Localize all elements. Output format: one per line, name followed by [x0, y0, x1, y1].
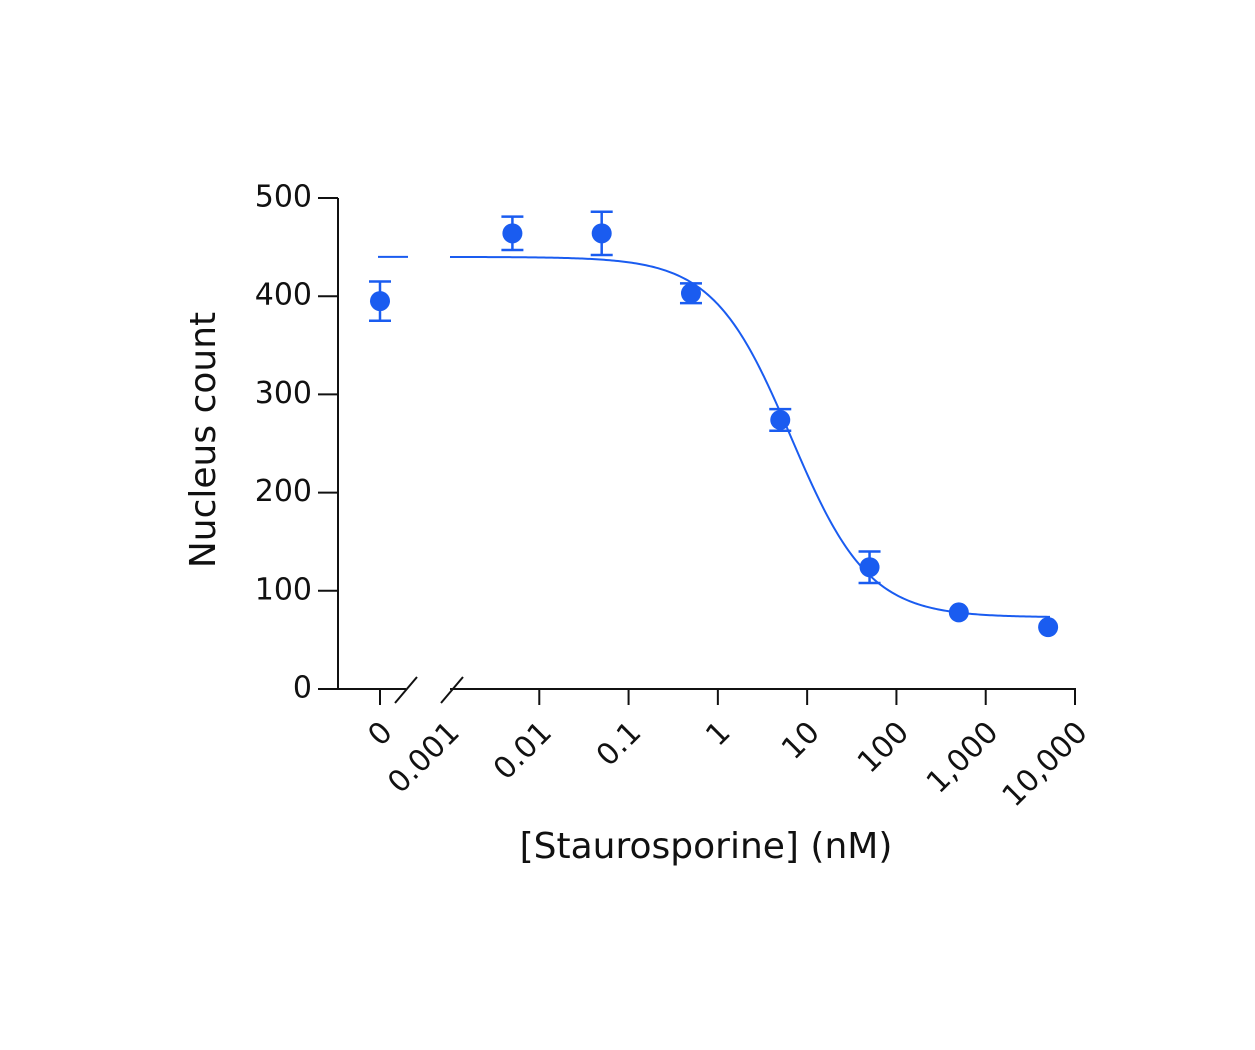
x-axis-label: [Staurosporine] (nM)	[520, 826, 893, 867]
data-point	[591, 223, 612, 244]
x-tick-label: 0	[361, 715, 399, 753]
y-tick-label: 500	[255, 180, 312, 215]
data-point	[948, 602, 969, 623]
data-point	[859, 557, 880, 578]
x-tick-label: 0.01	[487, 715, 559, 787]
x-tick-label: 10	[775, 715, 827, 767]
axis-break	[394, 676, 418, 704]
x-tick-label: 100	[851, 715, 916, 780]
axis-break	[440, 676, 464, 704]
x-tick-label: 1	[699, 715, 737, 753]
y-tick-label: 300	[255, 376, 312, 411]
data-point	[770, 409, 791, 430]
data-point	[680, 283, 701, 304]
y-tick-label: 400	[255, 278, 312, 313]
fit-curve	[449, 255, 1051, 618]
data-point	[502, 223, 523, 244]
y-axis-label: Nucleus count	[183, 312, 224, 568]
y-tick-label: 100	[255, 572, 312, 607]
y-tick-label: 0	[293, 671, 312, 706]
x-tick-label: 0.001	[381, 715, 466, 800]
y-tick-label: 200	[255, 474, 312, 509]
data-point	[370, 291, 390, 312]
x-tick-label: 10,000	[996, 715, 1095, 814]
x-tick-label: 0.1	[590, 715, 648, 773]
x-tick-label: 1,000	[920, 715, 1005, 800]
data-point	[1038, 617, 1059, 638]
